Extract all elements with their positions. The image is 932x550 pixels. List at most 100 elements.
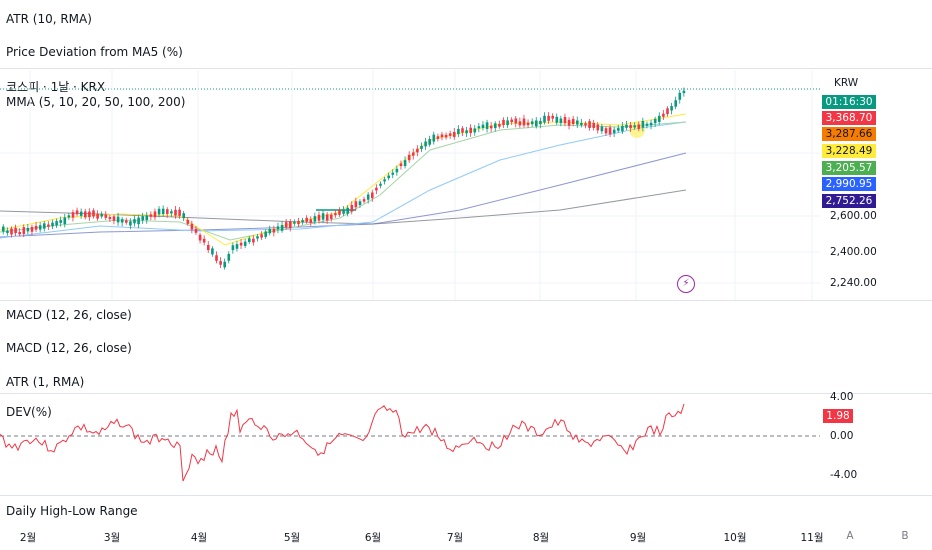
- candle-body: [79, 211, 83, 216]
- candle-body: [481, 124, 485, 128]
- candle-body: [555, 116, 559, 123]
- atr10-title[interactable]: ATR (10, RMA): [6, 12, 92, 26]
- candle-body: [403, 160, 407, 167]
- candle-body: [510, 119, 513, 123]
- candle-body: [178, 209, 181, 216]
- candle-body: [477, 126, 481, 129]
- candle-body: [678, 92, 682, 100]
- candle-body: [305, 217, 308, 222]
- badge-ma5: 3,368.70: [822, 111, 876, 125]
- candle-body: [539, 120, 542, 125]
- candle-body: [559, 118, 563, 124]
- pane-divider[interactable]: [0, 495, 932, 496]
- pane-divider[interactable]: [0, 68, 932, 69]
- badge-ma20: 3,228.49: [822, 144, 876, 158]
- candle-body: [637, 124, 641, 129]
- candle-body: [47, 224, 50, 227]
- mma-indicator-title[interactable]: MMA (5, 10, 20, 50, 100, 200): [6, 95, 186, 109]
- candle-body: [666, 108, 669, 115]
- candle-body: [18, 232, 21, 235]
- candle-body: [129, 221, 132, 226]
- overlapped-legend: [6, 59, 9, 70]
- candle-body: [383, 179, 386, 182]
- candle-body: [84, 211, 87, 218]
- candle-body: [59, 220, 62, 223]
- candle-body: [494, 123, 497, 129]
- price-grid: [0, 70, 820, 300]
- candle-body: [43, 223, 46, 229]
- candle-body: [239, 242, 243, 246]
- candle-body: [350, 205, 354, 212]
- candle-body: [391, 172, 395, 175]
- candle-body: [153, 211, 157, 218]
- dev-title[interactable]: DEV(%): [6, 405, 52, 419]
- candle-body: [182, 213, 185, 219]
- price-label-2240: 2,240.00: [830, 277, 877, 289]
- time-label-apr: 4월: [190, 532, 208, 544]
- pane-divider[interactable]: [0, 300, 932, 301]
- candle-body: [424, 141, 427, 147]
- candle-body: [612, 129, 616, 134]
- candle-body: [227, 253, 231, 261]
- candle-body: [149, 214, 153, 217]
- ma20-line: [0, 121, 687, 241]
- candle-body: [489, 125, 493, 129]
- daily-range-title[interactable]: Daily High-Low Range: [6, 504, 138, 518]
- badge-ma10: 3,287.66: [822, 127, 876, 141]
- candle-body: [526, 122, 530, 126]
- symbol-title[interactable]: 코스피 · 1날 · KRX: [6, 80, 106, 94]
- price-label-2400: 2,400.00: [830, 246, 877, 258]
- candle-body: [231, 245, 235, 251]
- candle-body: [563, 117, 567, 124]
- currency-label[interactable]: KRW: [834, 77, 859, 89]
- candle-body: [51, 222, 54, 227]
- candle-body: [211, 248, 214, 255]
- time-label-nov: 11월: [800, 532, 824, 544]
- time-label-mar: 3월: [103, 532, 121, 544]
- candle-body: [26, 227, 30, 232]
- candle-body: [10, 228, 13, 235]
- candlestick-series: [2, 87, 686, 270]
- candle-body: [604, 128, 608, 134]
- candle-body: [141, 216, 144, 221]
- price-deviation-title[interactable]: Price Deviation from MA5 (%): [6, 45, 183, 59]
- candle-body: [256, 236, 259, 239]
- candle-body: [625, 124, 628, 128]
- candle-body: [194, 228, 198, 233]
- candle-body: [55, 221, 58, 226]
- candle-body: [641, 120, 645, 128]
- time-label-oct: 10월: [723, 532, 747, 544]
- candle-body: [535, 120, 538, 127]
- macd-title-2[interactable]: MACD (12, 26, close): [6, 341, 132, 355]
- candle-body: [272, 228, 276, 233]
- axis-button-b[interactable]: B: [901, 530, 909, 542]
- dev-label-neg4: -4.00: [830, 469, 858, 481]
- candle-body: [530, 121, 534, 125]
- candle-body: [465, 130, 468, 134]
- time-label-jul: 7월: [446, 532, 464, 544]
- candle-body: [453, 131, 456, 137]
- time-label-jun: 6월: [364, 532, 382, 544]
- ma200-line: [0, 189, 687, 225]
- candle-body: [502, 119, 505, 125]
- candle-body: [633, 125, 636, 128]
- candle-body: [543, 115, 546, 123]
- candle-body: [432, 134, 436, 142]
- axis-button-a[interactable]: A: [846, 530, 854, 542]
- macd-title-1[interactable]: MACD (12, 26, close): [6, 308, 132, 322]
- candle-body: [621, 125, 624, 132]
- candle-body: [88, 211, 91, 218]
- lightning-icon[interactable]: ⚡: [677, 275, 695, 293]
- candle-body: [551, 115, 554, 119]
- candle-body: [276, 226, 280, 230]
- pane-divider[interactable]: [0, 393, 932, 394]
- candle-body: [617, 128, 620, 131]
- badge-ma50: 3,205.57: [822, 161, 876, 175]
- ma50-line: [0, 121, 687, 239]
- atr1-title[interactable]: ATR (1, RMA): [6, 375, 85, 389]
- candle-body: [338, 210, 341, 215]
- candle-body: [186, 219, 190, 224]
- candle-body: [358, 201, 362, 206]
- candle-body: [522, 118, 526, 126]
